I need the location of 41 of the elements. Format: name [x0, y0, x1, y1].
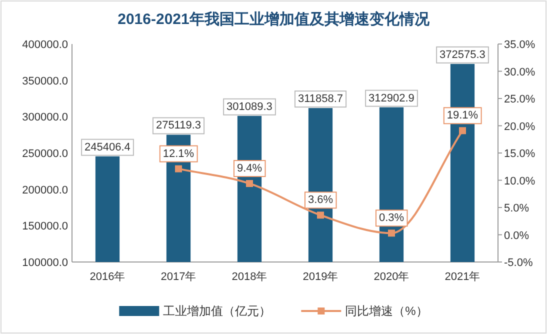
legend-label: 同比增速（%） [345, 304, 428, 318]
data-label: 19.1% [446, 110, 478, 122]
point [175, 165, 182, 172]
x-tick-label: 2018年 [232, 271, 268, 283]
x-tick-label: 2021年 [444, 271, 480, 283]
y2-tick-label: 0.0% [504, 230, 530, 242]
y2-tick-label: -5.0% [504, 257, 533, 269]
data-label: 12.1% [162, 148, 194, 160]
point [246, 180, 253, 188]
data-label: 275119.3 [156, 120, 202, 132]
y-tick-label: 350000.0 [22, 75, 68, 88]
y2-tick-label: 35.0% [504, 39, 536, 51]
y-tick-label: 300000.0 [22, 112, 68, 124]
data-label: 245406.4 [84, 141, 130, 154]
y2-tick-label: 5.0% [504, 202, 530, 214]
x-tick-label: 2020年 [374, 271, 410, 283]
y-tick-label: 100000.0 [22, 257, 68, 269]
y-tick-label: 200000.0 [22, 184, 68, 196]
x-tick-label: 2019年 [302, 271, 338, 283]
legend-label: 工业增加值（亿元） [163, 304, 272, 318]
data-label: 301089.3 [226, 100, 272, 113]
data-label: 3.6% [308, 194, 334, 206]
point [317, 212, 324, 219]
data-label: 372575.3 [440, 48, 486, 61]
y2-tick-label: 15.0% [504, 148, 536, 160]
y2-tick-label: 25.0% [504, 94, 536, 106]
y-tick-label: 250000.0 [22, 148, 68, 160]
point [388, 230, 395, 237]
point [459, 127, 466, 134]
data-label: 312902.9 [368, 92, 414, 104]
data-label: 9.4% [236, 162, 262, 175]
y2-tick-label: 30.0% [504, 66, 536, 78]
data-label: 0.3% [378, 212, 404, 224]
y2-tick-label: 10.0% [504, 175, 536, 188]
x-tick-label: 2016年 [90, 271, 126, 283]
y2-tick-label: 20.0% [504, 120, 536, 133]
y-tick-label: 400000.0 [22, 39, 68, 51]
chart-title: 2016-2021年我国工业增加值及其增速变化情况 [118, 10, 430, 28]
y-tick-label: 150000.0 [22, 220, 68, 233]
data-label: 311858.7 [298, 93, 344, 106]
x-tick-label: 2017年 [160, 271, 196, 283]
